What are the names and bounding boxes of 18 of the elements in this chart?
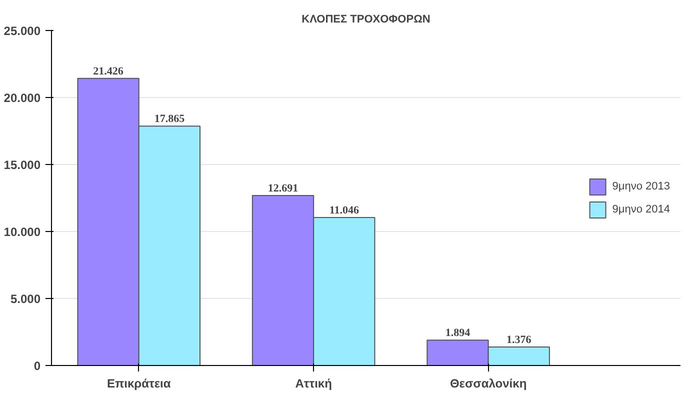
data-label: 17.865 <box>154 113 186 126</box>
y-tick-label: 10.000 <box>4 225 41 239</box>
chart-title: ΚΛΟΠΕΣ ΤΡΟΧΟΦΟΡΩΝ <box>302 14 430 26</box>
data-label: 11.046 <box>329 204 360 216</box>
y-tick-label: 15.000 <box>4 158 41 172</box>
data-label: 12.691 <box>268 182 298 194</box>
y-tick-label: 0 <box>34 359 41 373</box>
y-tick-label: 20.000 <box>4 91 41 105</box>
x-tick-label: Επικράτεια <box>106 376 172 390</box>
data-label: 21.426 <box>93 65 124 78</box>
data-label: 1.894 <box>445 327 471 340</box>
x-tick-label: Θεσσαλονίκη <box>450 376 527 390</box>
data-label: 1.376 <box>506 334 532 346</box>
legend-label: 9μηνο 2014 <box>612 203 670 215</box>
y-tick-label: 25.000 <box>4 24 41 38</box>
y-tick-label: 5.000 <box>10 292 41 306</box>
x-tick-label: Αττική <box>295 376 332 390</box>
legend-label: 9μηνο 2013 <box>612 180 670 192</box>
